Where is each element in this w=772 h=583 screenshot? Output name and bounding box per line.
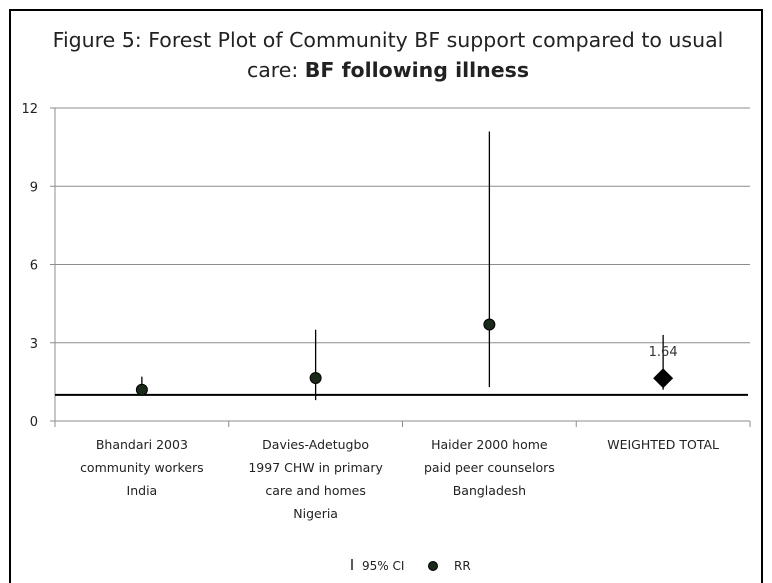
y-tick-label-3: 3 [30, 337, 38, 352]
y-tick-label-0: 0 [30, 415, 38, 430]
y-tick-label-9: 9 [30, 180, 38, 195]
rr-point-0 [135, 383, 148, 396]
category-label-1-0: Davies-Adetugbo [262, 437, 369, 452]
chart-title-line1: Figure 5: Forest Plot of Community BF su… [52, 28, 724, 52]
data-label-3: 1.64 [649, 345, 678, 360]
category-label-0-2: India [127, 483, 158, 498]
category-label-1-1: 1997 CHW in primary [248, 460, 383, 475]
category-label-1-2: care and homes [265, 483, 366, 498]
category-label-1-3: Nigeria [293, 506, 338, 521]
rr-point-2 [483, 318, 496, 331]
category-label-3-0: WEIGHTED TOTAL [607, 437, 719, 452]
category-label-0-1: community workers [80, 460, 204, 475]
y-tick-label-6: 6 [30, 259, 38, 274]
legend-rr-symbol [428, 561, 438, 571]
category-label-2-1: paid peer counselors [424, 460, 555, 475]
y-tick-label-12: 12 [21, 102, 38, 117]
chart-title-line2-bold: BF following illness [304, 58, 530, 82]
category-label-2-0: Haider 2000 home [431, 437, 548, 452]
chart-title: Figure 5: Forest Plot of Community BF su… [11, 25, 765, 85]
rr-point-3 [653, 368, 674, 389]
chart-frame: Figure 5: Forest Plot of Community BF su… [9, 9, 763, 583]
legend-rr-label: RR [454, 559, 471, 573]
category-label-2-2: Bangladesh [453, 483, 526, 498]
category-label-0-0: Bhandari 2003 [96, 437, 188, 452]
chart-title-line2-prefix: care: [246, 58, 305, 82]
legend-ci-label: 95% CI [362, 559, 404, 573]
rr-point-1 [309, 371, 322, 384]
